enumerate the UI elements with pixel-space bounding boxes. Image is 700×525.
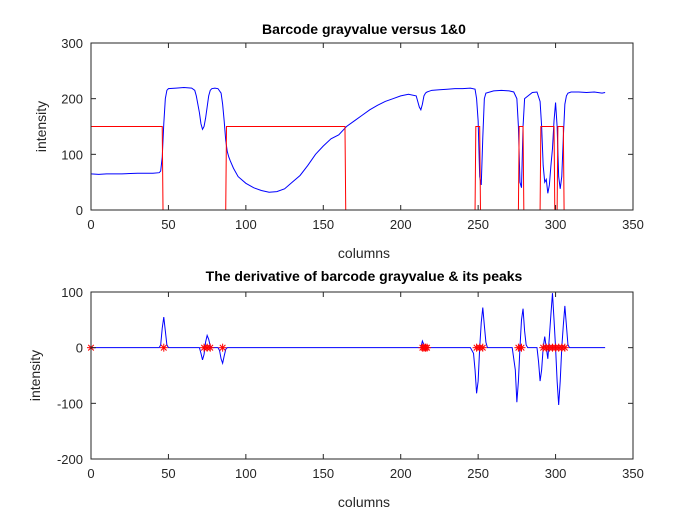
subplot-2-peak-marker	[560, 343, 569, 352]
subplot-1-ticks: 0 50 100 150 200 250 300 350 0 100 200 300	[61, 36, 644, 232]
subplot-2-title: The derivative of barcode grayvalue & it…	[206, 268, 523, 284]
subplot-1-xtick-label: 300	[545, 217, 567, 232]
subplot-2-xtick-label: 200	[390, 466, 412, 481]
subplot-1-xtick-label: 150	[312, 217, 334, 232]
subplot-2-ytick-label: 100	[61, 285, 83, 300]
subplot-1-xtick-label: 200	[390, 217, 412, 232]
subplot-1-title: Barcode grayvalue versus 1&0	[262, 21, 466, 37]
subplot-2-xtick-label: 300	[545, 466, 567, 481]
subplot-2-xtick-label: 50	[161, 466, 175, 481]
subplot-2-series-layer	[87, 293, 606, 406]
subplot-2-peak-marker	[206, 343, 215, 352]
subplot-2-xtick-label: 100	[235, 466, 257, 481]
subplot-1-frame	[90, 42, 634, 211]
subplot-2-xtick-label: 350	[622, 466, 644, 481]
subplot-1-ylabel: intensity	[33, 101, 49, 152]
subplot-1-xtick-label: 350	[622, 217, 644, 232]
subplot-2-peak-marker	[159, 343, 168, 352]
subplot-1-xlabel: columns	[338, 245, 390, 261]
subplot-2-peak-marker	[478, 343, 487, 352]
subplot-1-ytick-label: 100	[61, 147, 83, 162]
subplot-1-xtick-label: 250	[467, 217, 489, 232]
subplot-1-xtick-label: 100	[235, 217, 257, 232]
subplot-2-frame	[90, 291, 634, 460]
subplot-2-ytick-label: 0	[76, 341, 83, 356]
subplot-1-ytick-label: 0	[76, 203, 83, 218]
subplot-2-xlabel: columns	[338, 494, 390, 510]
subplot-2-ylabel: intensity	[27, 350, 43, 401]
subplot-2: The derivative of barcode grayvalue & it…	[27, 268, 644, 510]
subplot-2-ytick-label: -200	[57, 452, 83, 467]
subplot-2-xtick-label: 0	[87, 466, 94, 481]
subplot-2-peak-marker	[423, 343, 432, 352]
subplot-2-ticks: 0 50 100 150 200 250 300 350 -200 -100 0 100	[57, 285, 644, 481]
subplot-1-xtick-label: 0	[87, 217, 94, 232]
subplot-1-ytick-label: 300	[61, 36, 83, 51]
subplot-2-peak-marker	[517, 343, 526, 352]
subplot-2-xtick-label: 250	[467, 466, 489, 481]
subplot-2-axes-box	[91, 292, 633, 459]
subplot-1-binary-line	[91, 126, 606, 211]
subplot-1-xtick-label: 50	[161, 217, 175, 232]
subplot-1: Barcode grayvalue versus 1&0 0 50 100 150 20…	[33, 21, 644, 261]
subplot-1-series-layer	[90, 87, 606, 211]
subplot-2-xtick-label: 150	[312, 466, 334, 481]
subplot-1-ytick-label: 200	[61, 92, 83, 107]
subplot-2-derivative-line	[91, 293, 606, 406]
subplot-1-grayvalue-line	[90, 87, 606, 194]
subplot-2-peak-marker	[218, 343, 227, 352]
subplot-2-ytick-label: -100	[57, 396, 83, 411]
